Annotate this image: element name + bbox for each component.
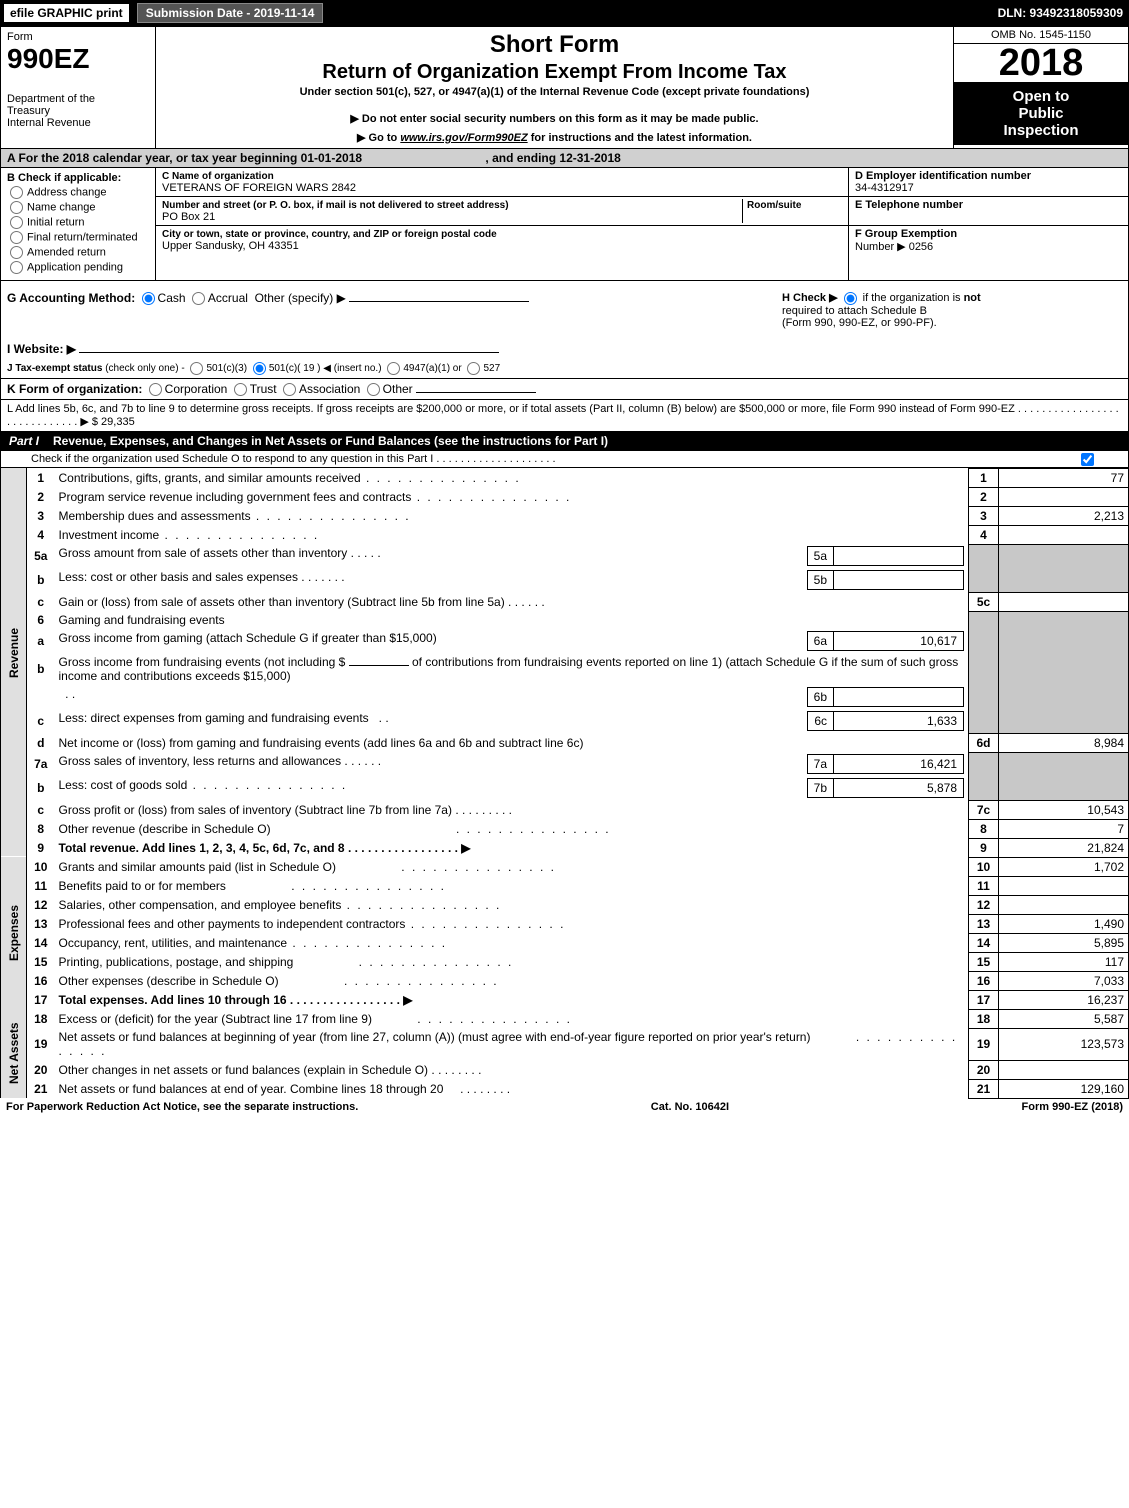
org-city: Upper Sandusky, OH 43351 bbox=[162, 240, 299, 252]
part-1-sub: Check if the organization used Schedule … bbox=[0, 451, 1129, 468]
org-association[interactable] bbox=[283, 383, 296, 396]
val-7a: 16,421 bbox=[834, 754, 964, 774]
tax-period: A For the 2018 calendar year, or tax yea… bbox=[0, 149, 1129, 168]
irs-link[interactable]: www.irs.gov/Form990EZ bbox=[400, 132, 527, 144]
chk-schedule-o-part1[interactable] bbox=[1081, 453, 1094, 466]
footer: For Paperwork Reduction Act Notice, see … bbox=[0, 1099, 1129, 1115]
val-7b: 5,878 bbox=[834, 778, 964, 798]
form-990ez: efile GRAPHIC print Submission Date - 20… bbox=[0, 0, 1129, 1115]
side-revenue: Revenue bbox=[1, 468, 27, 838]
val-17: 16,237 bbox=[999, 990, 1129, 1009]
box-c: C Name of organization VETERANS OF FOREI… bbox=[156, 168, 848, 280]
org-address: PO Box 21 bbox=[162, 211, 215, 223]
status-4947[interactable] bbox=[387, 362, 400, 375]
chk-amended-return[interactable] bbox=[10, 246, 23, 259]
val-2 bbox=[999, 487, 1129, 506]
status-527[interactable] bbox=[467, 362, 480, 375]
side-expenses: Expenses bbox=[1, 857, 27, 1009]
val-11 bbox=[999, 876, 1129, 895]
open-to-public: Open to Public Inspection bbox=[954, 82, 1128, 145]
part-1-table: Revenue 1Contributions, gifts, grants, a… bbox=[0, 468, 1129, 1099]
chk-address-change[interactable] bbox=[10, 186, 23, 199]
top-bar: efile GRAPHIC print Submission Date - 20… bbox=[0, 0, 1129, 26]
website-input[interactable] bbox=[79, 352, 499, 353]
goto-instructions: ▶ Go to www.irs.gov/Form990EZ for instru… bbox=[166, 131, 943, 144]
part-1-header: Part I Revenue, Expenses, and Changes in… bbox=[0, 432, 1129, 451]
chk-final-return[interactable] bbox=[10, 231, 23, 244]
val-12 bbox=[999, 895, 1129, 914]
val-9: 21,824 bbox=[999, 838, 1129, 857]
acct-other-input[interactable] bbox=[349, 301, 529, 302]
val-10: 1,702 bbox=[999, 857, 1129, 876]
return-exempt-title: Return of Organization Exempt From Incom… bbox=[166, 61, 943, 84]
val-6b bbox=[834, 687, 964, 707]
val-18: 5,587 bbox=[999, 1009, 1129, 1028]
val-21: 129,160 bbox=[999, 1079, 1129, 1098]
status-501c3[interactable] bbox=[190, 362, 203, 375]
submission-date: Submission Date - 2019-11-14 bbox=[137, 3, 324, 23]
val-14: 5,895 bbox=[999, 933, 1129, 952]
org-name: VETERANS OF FOREIGN WARS 2842 bbox=[162, 182, 356, 194]
val-5c bbox=[999, 592, 1129, 611]
dept-treasury: Department of the Treasury Internal Reve… bbox=[7, 93, 149, 129]
val-16: 7,033 bbox=[999, 971, 1129, 990]
val-20 bbox=[999, 1060, 1129, 1079]
entity-info: B Check if applicable: Address change Na… bbox=[0, 168, 1129, 281]
val-5a bbox=[834, 546, 964, 566]
header-right: OMB No. 1545-1150 2018 Open to Public In… bbox=[953, 27, 1128, 148]
line-h: H Check ▶ if the organization is not req… bbox=[782, 291, 1122, 329]
group-exemption: Number ▶ 0256 bbox=[855, 241, 933, 253]
paperwork-notice: For Paperwork Reduction Act Notice, see … bbox=[6, 1101, 358, 1113]
line-l: L Add lines 5b, 6c, and 7b to line 9 to … bbox=[0, 400, 1129, 432]
org-other[interactable] bbox=[367, 383, 380, 396]
line-k: K Form of organization: Corporation Trus… bbox=[0, 379, 1129, 400]
form-word: Form bbox=[7, 31, 149, 43]
line-i: I Website: ▶ bbox=[0, 339, 1129, 359]
org-trust[interactable] bbox=[234, 383, 247, 396]
acct-accrual[interactable] bbox=[192, 292, 205, 305]
line-j: J Tax-exempt status (check only one) - 5… bbox=[0, 359, 1129, 379]
header-title: Short Form Return of Organization Exempt… bbox=[156, 27, 953, 148]
val-19: 123,573 bbox=[999, 1028, 1129, 1060]
tax-year: 2018 bbox=[954, 44, 1128, 82]
val-6c: 1,633 bbox=[834, 711, 964, 731]
chk-sched-b-not-required[interactable] bbox=[844, 292, 857, 305]
val-13: 1,490 bbox=[999, 914, 1129, 933]
short-form-title: Short Form bbox=[166, 31, 943, 59]
val-6a: 10,617 bbox=[834, 631, 964, 651]
line-g-h: G Accounting Method: Cash Accrual Other … bbox=[0, 281, 1129, 339]
box-b: B Check if applicable: Address change Na… bbox=[1, 168, 156, 280]
box-def: D Employer identification number 34-4312… bbox=[848, 168, 1128, 280]
chk-application-pending[interactable] bbox=[10, 261, 23, 274]
chk-name-change[interactable] bbox=[10, 201, 23, 214]
cat-no: Cat. No. 10642I bbox=[358, 1101, 1021, 1113]
side-net-assets: Net Assets bbox=[1, 1009, 27, 1098]
val-4 bbox=[999, 525, 1129, 544]
form-number: 990EZ bbox=[7, 43, 149, 75]
val-7c: 10,543 bbox=[999, 800, 1129, 819]
val-8: 7 bbox=[999, 819, 1129, 838]
acct-cash[interactable] bbox=[142, 292, 155, 305]
status-501c[interactable] bbox=[253, 362, 266, 375]
ein: 34-4312917 bbox=[855, 182, 914, 194]
dln: DLN: 93492318059309 bbox=[998, 6, 1123, 20]
org-corporation[interactable] bbox=[149, 383, 162, 396]
do-not-enter-ssn: ▶ Do not enter social security numbers o… bbox=[166, 112, 943, 125]
header-left: Form 990EZ Department of the Treasury In… bbox=[1, 27, 156, 148]
val-6d: 8,984 bbox=[999, 733, 1129, 752]
chk-initial-return[interactable] bbox=[10, 216, 23, 229]
under-section: Under section 501(c), 527, or 4947(a)(1)… bbox=[166, 86, 943, 98]
val-5b bbox=[834, 570, 964, 590]
form-ref: Form 990-EZ (2018) bbox=[1022, 1101, 1123, 1113]
val-15: 117 bbox=[999, 952, 1129, 971]
val-1: 77 bbox=[999, 468, 1129, 487]
efile-label: efile GRAPHIC print bbox=[4, 4, 129, 22]
val-3: 2,213 bbox=[999, 506, 1129, 525]
header: Form 990EZ Department of the Treasury In… bbox=[0, 26, 1129, 149]
